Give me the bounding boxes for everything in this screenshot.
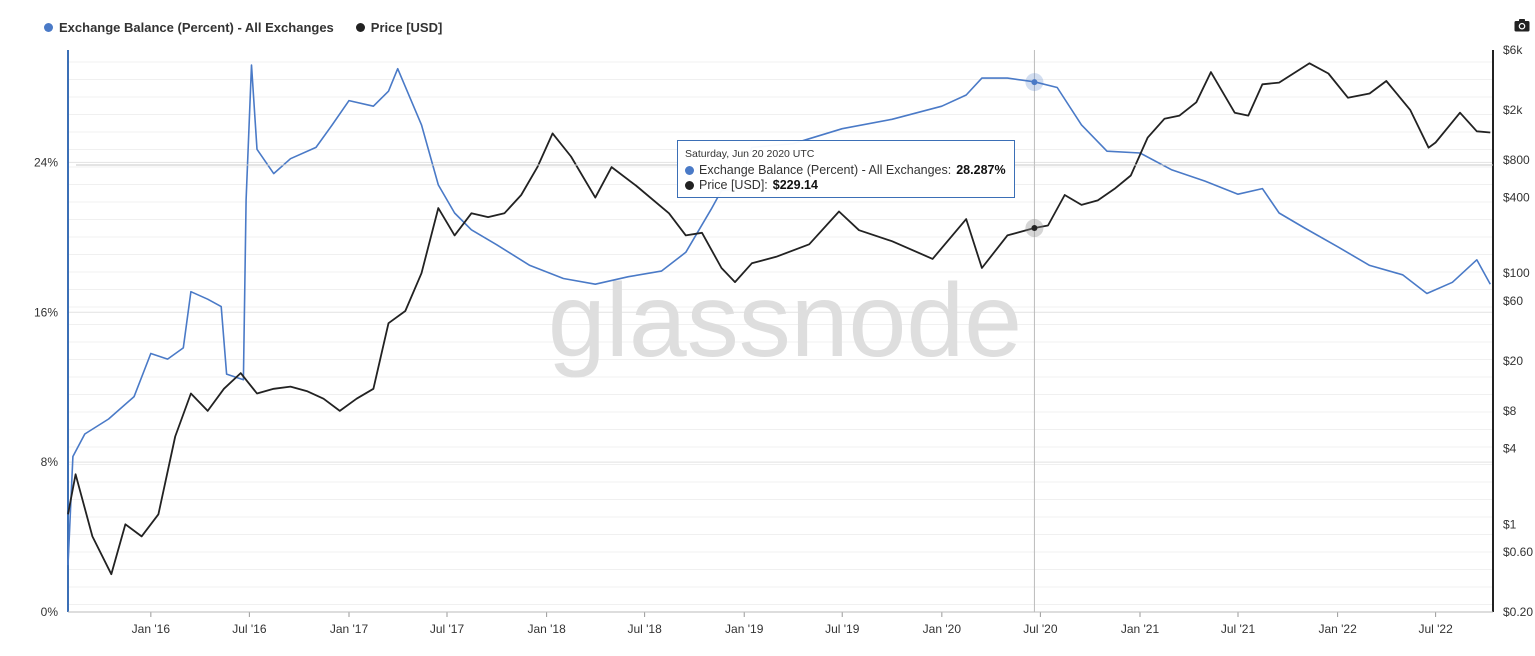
x-tick-label: Jan '18	[527, 622, 566, 636]
legend-dot-exchange-balance	[44, 23, 53, 32]
tooltip-dot-price	[685, 181, 694, 190]
y-right-tick-label: $400	[1503, 191, 1530, 205]
y-left-tick-label: 16%	[34, 305, 58, 319]
tooltip-value-balance: 28.287%	[956, 163, 1006, 177]
x-tick-label: Jul '19	[825, 622, 860, 636]
x-tick-label: Jul '16	[232, 622, 267, 636]
y-right-tick-label: $20	[1503, 354, 1523, 368]
x-tick-label: Jul '20	[1023, 622, 1058, 636]
x-tick-label: Jan '19	[725, 622, 764, 636]
series-line-price	[67, 62, 1491, 576]
x-tick-label: Jul '21	[1221, 622, 1256, 636]
x-tick-label: Jul '17	[430, 622, 465, 636]
x-tick-label: Jan '16	[132, 622, 171, 636]
x-tick-label: Jul '22	[1418, 622, 1453, 636]
tooltip-row-price: Price [USD]: $229.14	[685, 178, 1007, 193]
y-right-tick-label: $1	[1503, 517, 1517, 531]
y-right-tick-label: $6k	[1503, 43, 1523, 57]
hover-point-price	[1031, 225, 1038, 232]
tick-labels: 0% 8% 16% 24% $0.20 $0.60 $1 $4 $8 $20 $60 $100 $400…	[34, 43, 1533, 636]
y-right-tick-label: $0.20	[1503, 605, 1533, 619]
legend-dot-price	[355, 23, 365, 32]
y-right-tick-label: $8	[1503, 404, 1517, 418]
x-tick-label: Jan '21	[1121, 622, 1160, 636]
watermark-text: glassnode	[548, 263, 1022, 379]
axes	[67, 50, 1494, 617]
camera-icon[interactable]	[1514, 18, 1530, 32]
legend-item-exchange-balance[interactable]: Exchange Balance (Percent) - All Exchang…	[44, 20, 334, 35]
legend: Exchange Balance (Percent) - All Exchang…	[44, 20, 442, 35]
x-tick-label: Jan '17	[330, 622, 369, 636]
series-line-exchange-balance	[67, 64, 1492, 566]
y-right-tick-label: $800	[1503, 153, 1530, 167]
tooltip-dot-balance	[685, 166, 694, 175]
y-left-tick-label: 24%	[34, 155, 58, 169]
legend-item-price[interactable]: Price [USD]	[355, 20, 443, 35]
y-right-tick-label: $0.60	[1503, 545, 1533, 559]
camera-icon-glyph	[1514, 19, 1530, 32]
series-layer	[67, 62, 1492, 576]
legend-label-price: Price [USD]	[370, 20, 443, 35]
tooltip: Saturday, Jun 20 2020 UTC Exchange Balan…	[677, 140, 1015, 198]
y-left-tick-label: 0%	[41, 605, 59, 619]
y-right-tick-label: $100	[1503, 266, 1530, 280]
tooltip-label-balance: Exchange Balance (Percent) - All Exchang…	[699, 163, 952, 177]
tooltip-label-price: Price [USD]:	[699, 178, 768, 192]
x-tick-label: Jul '18	[627, 622, 662, 636]
grid	[68, 61, 1493, 613]
y-right-tick-label: $60	[1503, 294, 1523, 308]
y-right-tick-label: $2k	[1503, 103, 1523, 117]
x-tick-label: Jan '20	[923, 622, 962, 636]
tooltip-value-price: $229.14	[772, 178, 818, 192]
y-left-tick-label: 8%	[41, 455, 59, 469]
y-right-tick-label: $4	[1503, 442, 1517, 456]
x-tick-label: Jan '22	[1318, 622, 1357, 636]
hover-point-balance	[1031, 79, 1038, 86]
legend-label-exchange-balance: Exchange Balance (Percent) - All Exchang…	[59, 20, 334, 35]
tooltip-date: Saturday, Jun 20 2020 UTC	[685, 148, 815, 160]
tooltip-row-balance: Exchange Balance (Percent) - All Exchang…	[685, 163, 1007, 178]
